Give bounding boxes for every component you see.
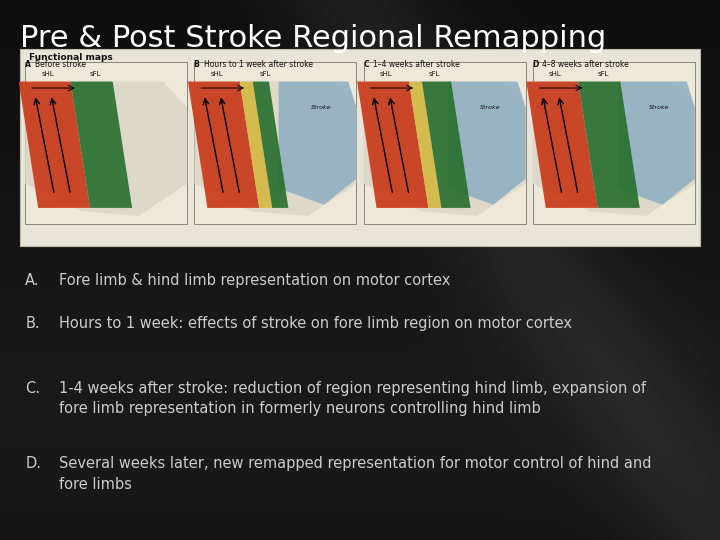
Polygon shape [194,82,356,216]
Polygon shape [240,82,272,208]
Polygon shape [19,82,90,208]
Polygon shape [357,82,428,208]
Text: 4–8 weeks after stroke: 4–8 weeks after stroke [542,60,629,70]
Text: B.: B. [25,316,40,331]
Text: Functional maps: Functional maps [29,53,112,62]
FancyBboxPatch shape [20,49,700,246]
Text: Stroke: Stroke [480,105,500,110]
Text: Several weeks later, new remapped representation for motor control of hind and
f: Several weeks later, new remapped repres… [59,456,652,492]
Text: Hours to 1 week after stroke: Hours to 1 week after stroke [204,60,312,70]
Text: sHL: sHL [42,71,54,77]
FancyBboxPatch shape [533,62,695,224]
FancyBboxPatch shape [25,62,187,224]
Text: B: B [194,60,203,70]
Polygon shape [71,82,132,208]
FancyBboxPatch shape [364,62,526,224]
Polygon shape [364,82,526,216]
Text: sFL: sFL [598,71,609,77]
Polygon shape [448,82,526,205]
Polygon shape [188,82,259,208]
Text: 1–4 weeks after stroke: 1–4 weeks after stroke [373,60,459,70]
Polygon shape [25,82,187,216]
Text: A: A [25,60,34,70]
Polygon shape [279,82,356,205]
Text: sHL: sHL [211,71,223,77]
Polygon shape [526,82,598,208]
Text: A.: A. [25,273,40,288]
Text: 1-4 weeks after stroke: reduction of region representing hind limb, expansion of: 1-4 weeks after stroke: reduction of reg… [59,381,646,416]
Text: D: D [533,60,541,70]
Text: C: C [364,60,372,70]
Text: Stroke: Stroke [649,105,670,110]
Text: sFL: sFL [428,71,440,77]
Text: Hours to 1 week: effects of stroke on fore limb region on motor cortex: Hours to 1 week: effects of stroke on fo… [59,316,572,331]
Text: sFL: sFL [259,71,271,77]
Polygon shape [578,82,640,208]
Polygon shape [422,82,471,208]
Polygon shape [253,82,288,208]
FancyBboxPatch shape [194,62,356,224]
Text: C.: C. [25,381,40,396]
Text: Before stroke: Before stroke [35,60,86,70]
Text: sFL: sFL [90,71,102,77]
Text: Stroke: Stroke [311,105,331,110]
Polygon shape [533,82,695,216]
Polygon shape [617,82,695,205]
Text: sHL: sHL [380,71,392,77]
Text: sHL: sHL [549,71,562,77]
Text: Fore limb & hind limb representation on motor cortex: Fore limb & hind limb representation on … [59,273,451,288]
Text: Pre & Post Stroke Regional Remapping: Pre & Post Stroke Regional Remapping [20,24,606,53]
Polygon shape [409,82,441,208]
Text: D.: D. [25,456,41,471]
